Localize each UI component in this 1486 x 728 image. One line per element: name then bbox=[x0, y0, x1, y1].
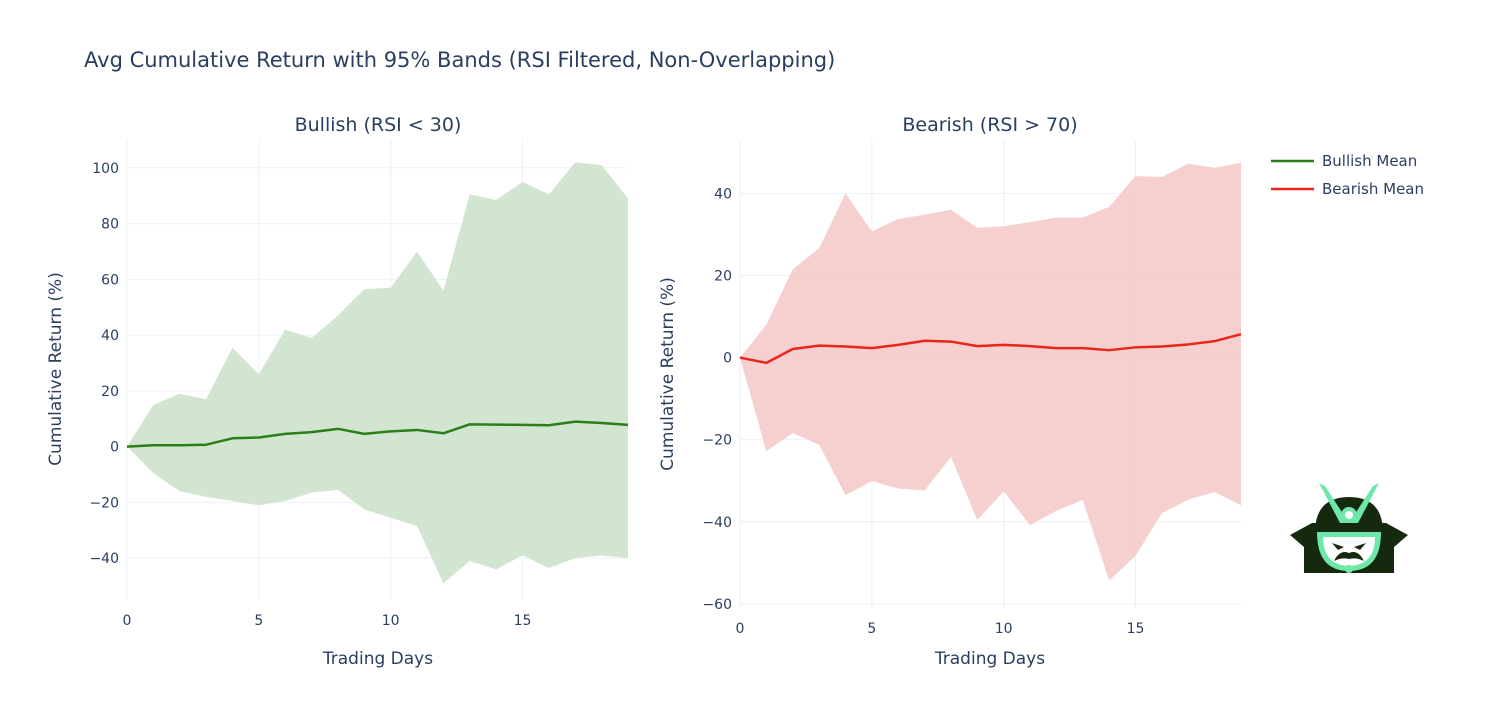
y-axis-title-bullish: Cumulative Return (%) bbox=[46, 272, 66, 466]
y-tick-label: 0 bbox=[723, 351, 732, 367]
y-tick-label: 20 bbox=[101, 384, 119, 400]
confidence-band-bearish bbox=[740, 162, 1241, 581]
mean-line-bullish bbox=[126, 420, 629, 448]
x-tick-label: 0 bbox=[123, 613, 132, 629]
logo-eyes bbox=[1332, 543, 1366, 550]
legend-item-bullish[interactable]: Bullish Mean bbox=[1271, 152, 1417, 170]
mean-line-bearish bbox=[739, 332, 1242, 365]
logo-crest-inner bbox=[1345, 511, 1353, 519]
subplot-title-bearish: Bearish (RSI > 70) bbox=[902, 114, 1077, 136]
x-tick-label: 15 bbox=[1127, 621, 1145, 637]
y-tick-label: −20 bbox=[89, 495, 119, 511]
x-tick-label: 10 bbox=[995, 621, 1013, 637]
y-tick-label: 40 bbox=[101, 328, 119, 344]
y-axis-title-bearish: Cumulative Return (%) bbox=[658, 277, 678, 471]
y-tick-label: 20 bbox=[714, 268, 732, 284]
x-axis-title-bearish: Trading Days bbox=[934, 649, 1045, 669]
logo-horns bbox=[1319, 483, 1379, 523]
legend-label-bearish: Bearish Mean bbox=[1322, 180, 1424, 198]
logo-mustache bbox=[1334, 552, 1364, 561]
y-tick-label: 0 bbox=[110, 440, 119, 456]
y-tick-label: −40 bbox=[702, 515, 732, 531]
y-tick-label: 40 bbox=[714, 186, 732, 202]
confidence-band-bullish bbox=[127, 162, 628, 584]
y-tick-label: 80 bbox=[101, 217, 119, 233]
legend: Bullish Mean Bearish Mean bbox=[1271, 152, 1424, 198]
x-tick-label: 10 bbox=[382, 613, 400, 629]
samurai-helmet-logo bbox=[1290, 483, 1408, 573]
bearish-subplot: Bearish (RSI > 70) Trading Days Cumulati… bbox=[658, 114, 1242, 669]
y-tick-label: −40 bbox=[89, 551, 119, 567]
logo-chin bbox=[1345, 565, 1353, 573]
x-tick-label: 15 bbox=[514, 613, 532, 629]
x-axis-title-bullish: Trading Days bbox=[322, 649, 433, 669]
y-tick-label: 100 bbox=[92, 161, 119, 177]
y-tick-label: 60 bbox=[101, 272, 119, 288]
bullish-subplot: Bullish (RSI < 30) Trading Days Cumulati… bbox=[46, 114, 629, 669]
y-tick-label: −60 bbox=[702, 597, 732, 613]
x-tick-label: 5 bbox=[254, 613, 263, 629]
legend-item-bearish[interactable]: Bearish Mean bbox=[1271, 180, 1424, 198]
x-tick-label: 0 bbox=[736, 621, 745, 637]
legend-label-bullish: Bullish Mean bbox=[1322, 152, 1417, 170]
x-tick-label: 5 bbox=[867, 621, 876, 637]
subplot-title-bullish: Bullish (RSI < 30) bbox=[295, 114, 462, 136]
chart-title: Avg Cumulative Return with 95% Bands (RS… bbox=[84, 48, 835, 72]
y-tick-label: −20 bbox=[702, 433, 732, 449]
